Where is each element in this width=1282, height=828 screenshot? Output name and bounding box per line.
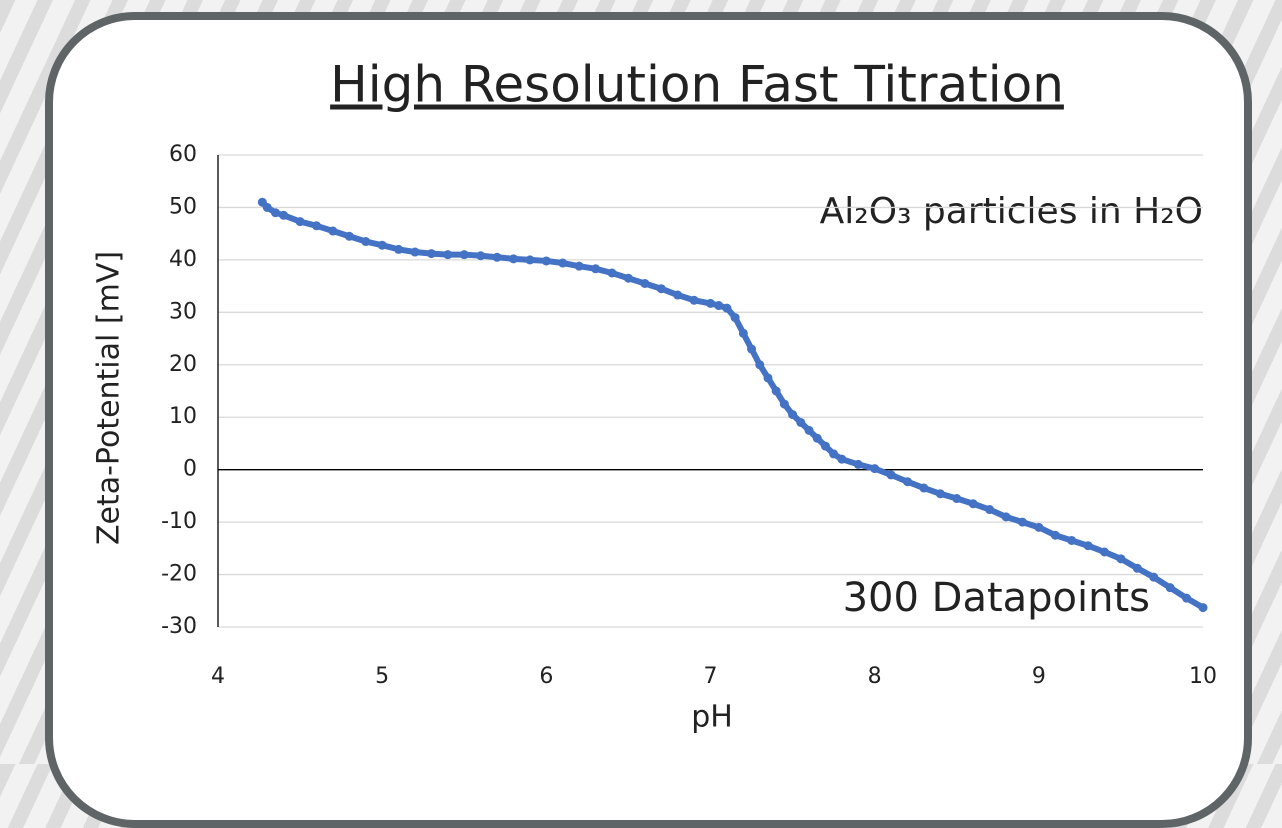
data-point xyxy=(771,386,781,396)
data-point xyxy=(509,254,518,264)
data-point xyxy=(1182,593,1192,603)
data-point xyxy=(1149,572,1159,582)
y-axis-label: Zeta-Potential [mV] xyxy=(92,251,127,545)
y-tick-label: -10 xyxy=(161,509,197,534)
data-point xyxy=(779,399,789,409)
y-tick-label: 50 xyxy=(169,194,197,219)
data-point xyxy=(459,250,469,260)
x-tick-label: 10 xyxy=(1189,664,1217,689)
y-tick-label: 40 xyxy=(169,247,197,272)
data-point xyxy=(755,360,765,370)
y-tick-label: -20 xyxy=(161,562,197,587)
data-point xyxy=(1100,547,1109,557)
data-point xyxy=(1132,563,1142,573)
data-point xyxy=(1116,554,1126,564)
annotation: 300 Datapoints xyxy=(843,575,1150,621)
data-point xyxy=(706,298,715,308)
data-point xyxy=(1165,583,1175,593)
data-point xyxy=(344,231,354,241)
x-tick-label: 4 xyxy=(211,664,225,689)
data-point xyxy=(673,290,683,300)
data-point xyxy=(558,258,568,268)
data-point xyxy=(623,273,633,283)
data-point xyxy=(328,226,338,236)
data-point xyxy=(591,264,601,274)
data-point xyxy=(788,410,798,420)
y-tick-label: 30 xyxy=(169,299,197,324)
data-point xyxy=(1001,512,1011,522)
data-point xyxy=(886,470,896,480)
series-line xyxy=(260,200,1205,611)
data-point xyxy=(1067,535,1077,545)
data-point xyxy=(279,210,289,220)
x-tick-label: 6 xyxy=(539,664,553,689)
data-point xyxy=(820,441,830,451)
data-point xyxy=(361,237,371,247)
annotation: Al₂O₃ particles in H₂O xyxy=(820,191,1203,232)
data-point xyxy=(574,261,584,271)
data-point xyxy=(837,454,847,464)
data-point xyxy=(714,301,724,311)
data-point xyxy=(541,256,551,266)
data-point xyxy=(476,251,486,261)
data-point xyxy=(968,499,978,509)
data-point xyxy=(870,464,880,474)
data-point xyxy=(738,328,748,338)
data-point xyxy=(1083,541,1093,551)
data-point xyxy=(689,295,699,305)
y-tick-label: 60 xyxy=(169,142,197,167)
data-point xyxy=(903,477,912,487)
panel xyxy=(45,12,1252,828)
data-point xyxy=(394,244,404,254)
x-tick-label: 8 xyxy=(868,664,882,689)
data-point xyxy=(722,303,732,313)
x-tick-label: 7 xyxy=(704,664,718,689)
y-tick-label: 0 xyxy=(183,457,197,482)
data-point xyxy=(1017,517,1027,527)
data-point xyxy=(1050,530,1060,540)
data-point xyxy=(443,250,453,260)
data-point xyxy=(270,208,280,218)
y-tick-label: 20 xyxy=(169,352,197,377)
data-point xyxy=(410,247,420,257)
data-point xyxy=(853,459,863,469)
data-point xyxy=(763,373,773,383)
data-point xyxy=(796,417,806,427)
chart-title: High Resolution Fast Titration xyxy=(330,56,1064,114)
data-point xyxy=(656,284,666,294)
data-point xyxy=(747,344,757,354)
data-point xyxy=(730,313,740,323)
data-point xyxy=(607,268,617,278)
x-tick-label: 9 xyxy=(1032,664,1046,689)
data-point xyxy=(919,483,929,493)
data-point xyxy=(262,202,272,212)
data-point xyxy=(952,494,962,504)
y-tick-label: 10 xyxy=(169,404,197,429)
y-tick-label: -30 xyxy=(161,614,197,639)
data-point xyxy=(525,255,535,265)
data-point xyxy=(1034,522,1044,532)
data-point xyxy=(935,489,945,499)
data-point xyxy=(804,425,814,435)
x-axis-label: pH xyxy=(691,700,733,735)
data-point xyxy=(492,252,502,262)
x-tick-label: 5 xyxy=(375,664,389,689)
data-point xyxy=(426,249,436,259)
data-point xyxy=(377,240,387,250)
data-point xyxy=(812,433,822,443)
data-point xyxy=(640,278,650,288)
data-point xyxy=(829,449,839,459)
data-point xyxy=(1198,603,1208,613)
chart: High Resolution Fast Titration pH Zeta-P… xyxy=(92,56,1218,735)
data-point xyxy=(295,217,305,227)
data-point xyxy=(985,505,995,515)
data-point xyxy=(312,221,321,231)
